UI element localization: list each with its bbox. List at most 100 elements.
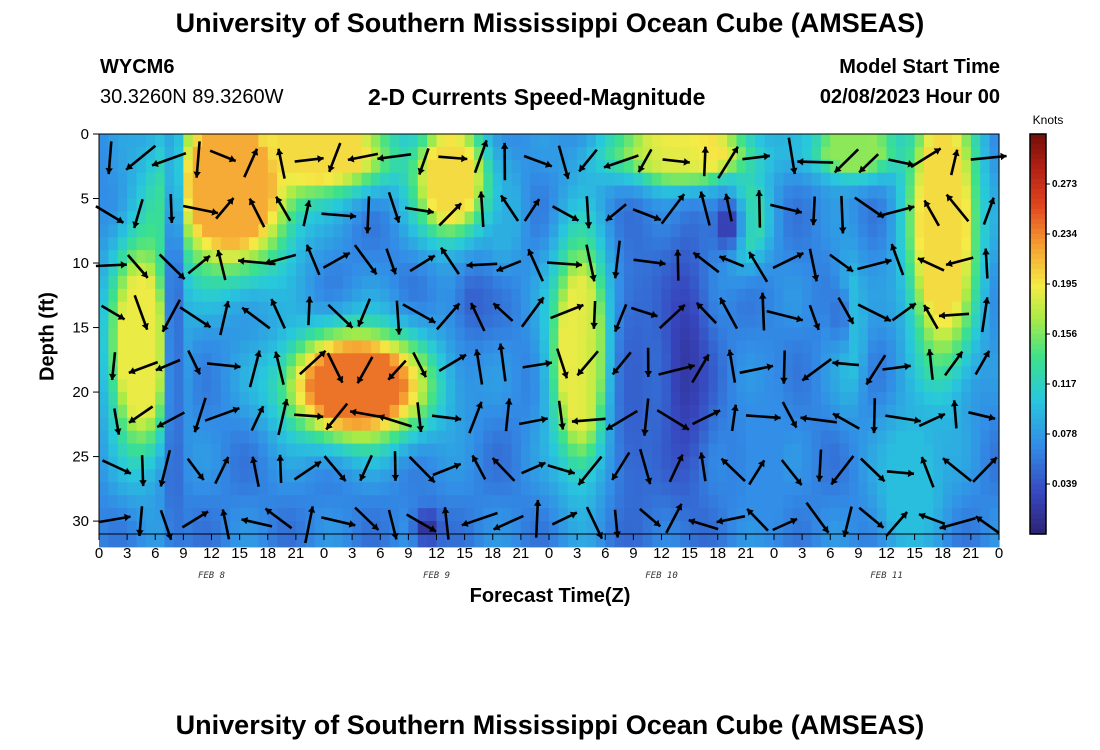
heatmap-cell: [239, 417, 250, 432]
heatmap-cell: [886, 288, 897, 303]
heatmap-cell: [961, 456, 972, 470]
heatmap-cell: [858, 392, 869, 406]
heatmap-cell: [164, 275, 175, 290]
heatmap-cell: [811, 211, 822, 225]
heatmap-cell: [708, 224, 719, 238]
heatmap-cell: [295, 250, 306, 264]
heatmap-cell: [455, 172, 466, 187]
current-arrow: [641, 398, 650, 436]
heatmap-cell: [483, 456, 494, 470]
heatmap-cell: [849, 275, 859, 290]
heatmap-cell: [417, 521, 428, 535]
heatmap-cell: [267, 314, 278, 329]
heatmap-cell: [136, 288, 147, 303]
heatmap-cell: [530, 185, 541, 200]
heatmap-cell: [380, 237, 391, 251]
heatmap-cell: [670, 146, 681, 161]
heatmap-cell: [642, 430, 653, 445]
heatmap-cell: [642, 185, 653, 200]
heatmap-cell: [586, 224, 597, 238]
heatmap-cell: [249, 263, 259, 277]
heatmap-cell: [174, 495, 184, 509]
heatmap-cell: [183, 340, 194, 354]
heatmap-cell: [155, 185, 166, 200]
heatmap-cell: [783, 508, 794, 522]
current-arrow: [839, 195, 847, 234]
current-arrow: [206, 362, 241, 370]
heatmap-cell: [980, 288, 991, 303]
heatmap-cell: [370, 314, 381, 329]
heatmap-cell: [239, 366, 250, 380]
heatmap-cell: [333, 198, 344, 212]
heatmap-cell: [145, 146, 156, 161]
heatmap-cell: [633, 366, 644, 380]
current-arrow: [637, 148, 653, 173]
current-arrow: [723, 193, 733, 222]
heatmap-cell: [717, 417, 728, 432]
heatmap-cell: [108, 250, 119, 264]
heatmap-cell: [717, 224, 728, 238]
heatmap-cell: [670, 340, 681, 354]
heatmap-cell: [717, 172, 728, 187]
heatmap-cell: [764, 404, 775, 419]
heatmap-cell: [305, 211, 316, 225]
heatmap-cell: [858, 327, 869, 341]
x-axis-label: Forecast Time(Z): [469, 585, 631, 607]
heatmap-cell: [145, 443, 156, 458]
heatmap-cell: [239, 237, 250, 251]
current-arrow: [439, 246, 460, 275]
heatmap-cell: [914, 340, 925, 354]
heatmap-cell: [717, 263, 728, 277]
heatmap-cell: [370, 417, 381, 432]
heatmap-cell: [361, 430, 372, 445]
heatmap-cell: [239, 211, 250, 225]
heatmap-cell: [558, 314, 569, 329]
heatmap-cell: [520, 456, 531, 470]
heatmap-cell: [136, 211, 147, 225]
heatmap-cell: [117, 159, 128, 174]
heatmap-cell: [839, 134, 850, 148]
current-arrow: [698, 191, 711, 226]
heatmap-cell: [577, 250, 588, 264]
heatmap-cell: [820, 469, 831, 483]
heatmap-cell: [549, 327, 559, 341]
heatmap-cell: [924, 495, 934, 509]
colorbar-segment: [1030, 479, 1046, 485]
heatmap-cell: [605, 379, 616, 393]
heatmap-cell: [661, 417, 672, 432]
colorbar-segment: [1030, 134, 1046, 140]
heatmap-cell: [755, 237, 766, 251]
heatmap-cell: [699, 392, 709, 406]
heatmap-cell: [567, 172, 578, 187]
heatmap-cell: [174, 146, 184, 161]
heatmap-cell: [155, 237, 166, 251]
heatmap-cell: [267, 301, 278, 316]
heatmap-cell: [530, 508, 541, 522]
heatmap-cell: [820, 224, 831, 238]
heatmap-cell: [924, 172, 934, 187]
heatmap-cell: [258, 482, 269, 496]
heatmap-cell: [980, 482, 991, 496]
heatmap-cell: [389, 172, 400, 187]
heatmap-cell: [249, 392, 259, 406]
heatmap-cell: [399, 263, 409, 277]
heatmap-cell: [745, 366, 756, 380]
heatmap-cell: [867, 159, 878, 174]
heatmap-cell: [155, 198, 166, 212]
heatmap-cell: [858, 159, 869, 174]
heatmap-cell: [399, 211, 409, 225]
heatmap-cell: [624, 237, 634, 251]
heatmap-cell: [614, 224, 625, 238]
heatmap-cell: [764, 443, 775, 458]
heatmap-cell: [764, 430, 775, 445]
heatmap-cell: [708, 159, 719, 174]
heatmap-cell: [192, 379, 203, 393]
heatmap-cell: [595, 288, 606, 303]
heatmap-cell: [445, 379, 456, 393]
heatmap-cell: [745, 146, 756, 161]
heatmap-cell: [380, 533, 391, 548]
heatmap-cell: [558, 185, 569, 200]
heatmap-cell: [558, 134, 569, 148]
heatmap-cell: [239, 430, 250, 445]
heatmap-cell: [136, 495, 147, 509]
